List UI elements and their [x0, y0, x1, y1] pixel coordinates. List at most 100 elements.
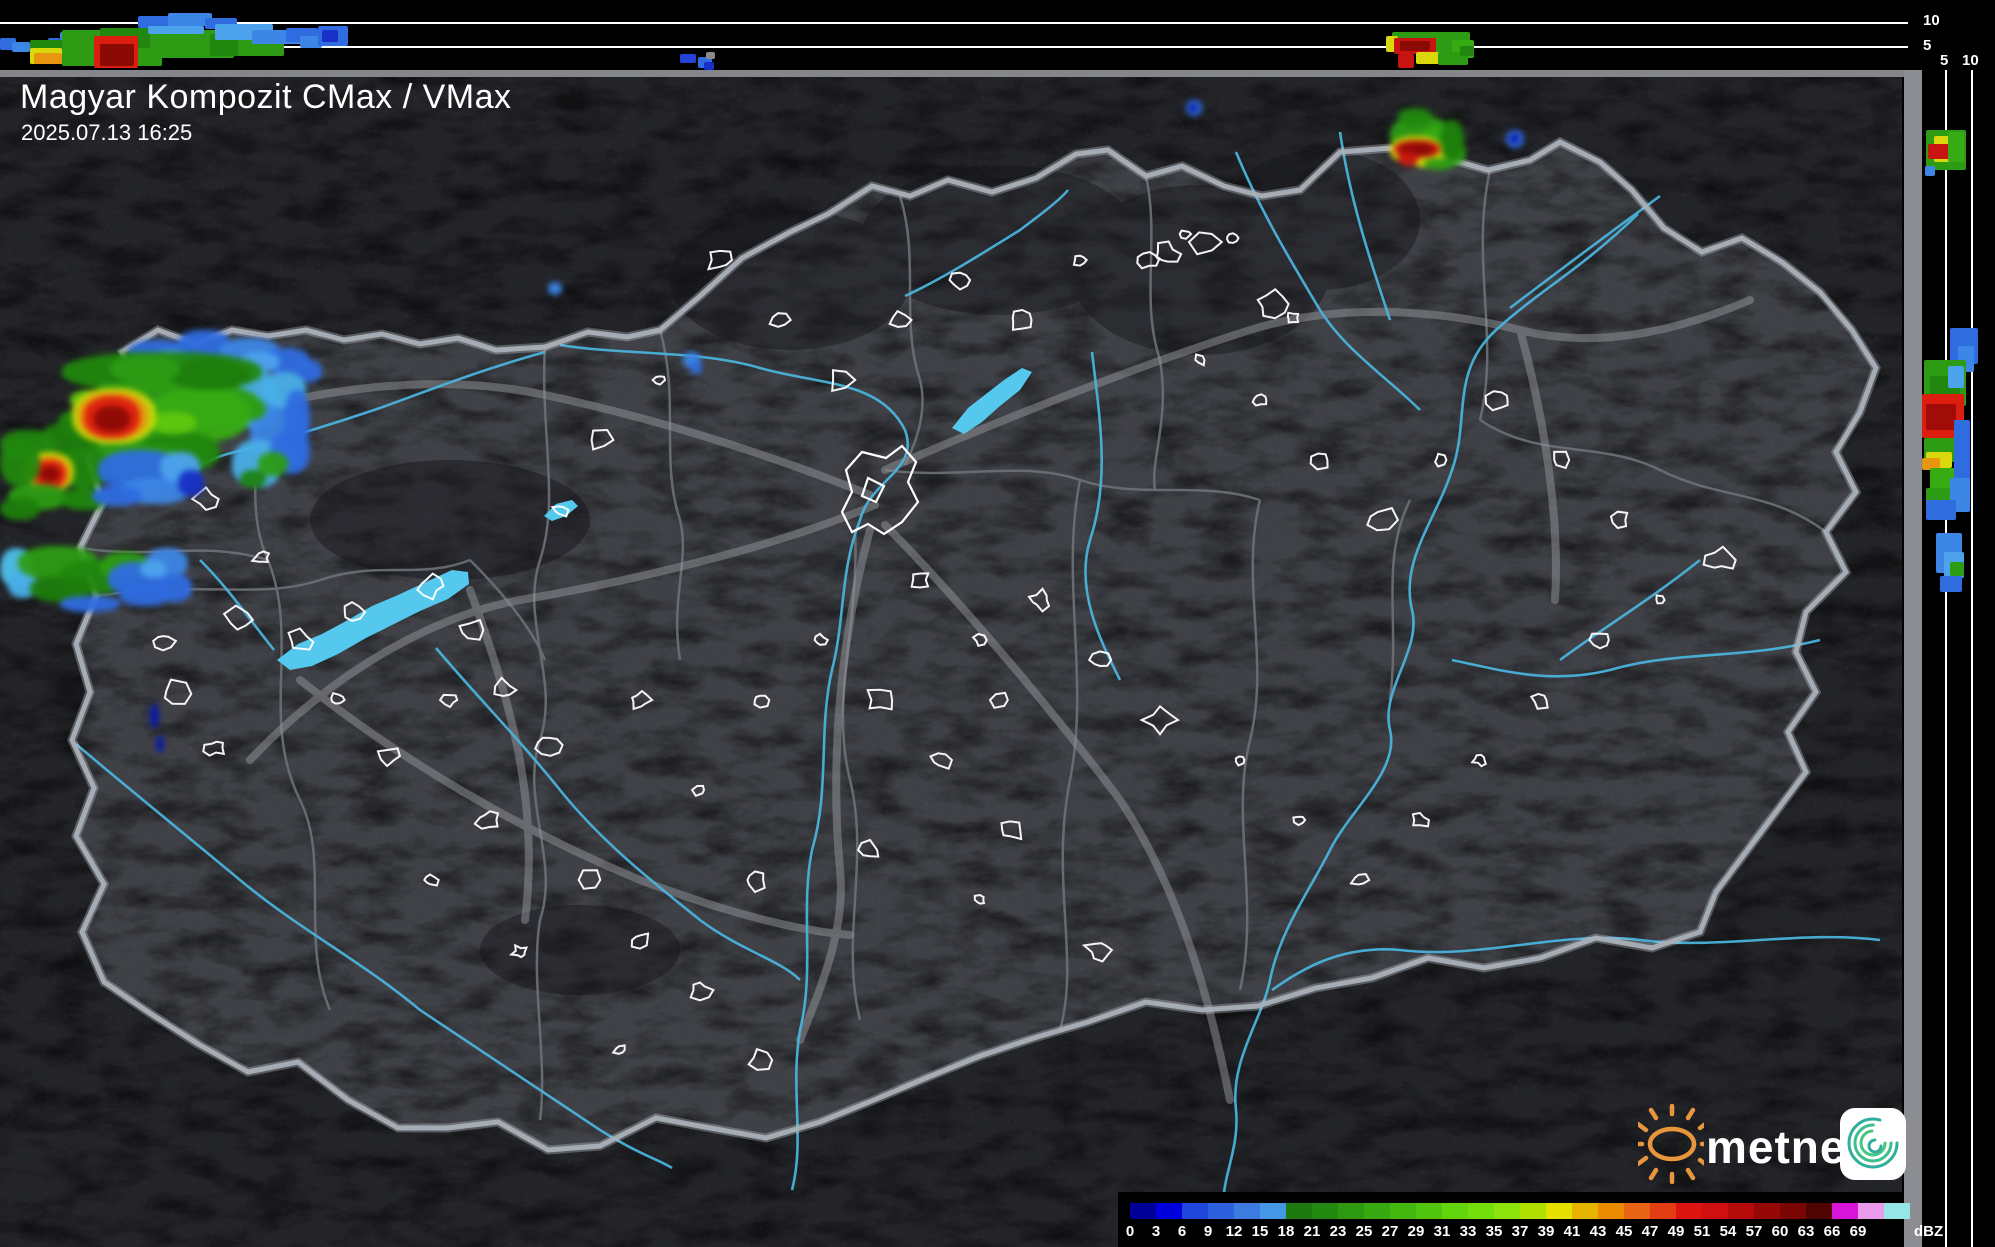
town-outline [163, 678, 193, 705]
legend-label: 43 [1589, 1223, 1607, 1240]
town-outline [1433, 452, 1448, 468]
legend-cell [1312, 1203, 1338, 1219]
town-outline [493, 676, 519, 698]
legend-cell [1494, 1203, 1520, 1219]
sun-icon [1638, 1104, 1704, 1184]
radar-echo [1940, 576, 1962, 592]
radar-echo [1440, 120, 1464, 160]
legend-label: 57 [1745, 1223, 1763, 1240]
town-outline [1000, 820, 1023, 841]
radar-echo [1398, 54, 1414, 68]
budapest-outline [840, 444, 920, 536]
radar-echo [1416, 52, 1444, 64]
radar-echo [170, 360, 250, 390]
legend-cell [1286, 1203, 1312, 1219]
town-outline [438, 693, 459, 709]
town-outline [753, 694, 771, 709]
town-outline [1139, 704, 1180, 736]
top-strip-tick-10: 10 [1923, 12, 1940, 29]
right-strip-tick-10: 10 [1962, 52, 1979, 69]
radar-echo [120, 586, 170, 606]
legend-label: 47 [1641, 1223, 1659, 1240]
radar-echo [300, 36, 322, 48]
spiral-icon [1847, 1117, 1899, 1169]
mountain-shading [310, 150, 1420, 995]
town-outline [988, 691, 1009, 709]
town-outline [690, 784, 706, 798]
metnet-wordmark: metnet [1706, 1121, 1863, 1173]
legend-label: 9 [1203, 1223, 1213, 1240]
town-outline [1529, 692, 1549, 710]
town-outline [416, 572, 445, 601]
legend-cell [1546, 1203, 1572, 1219]
radar-echo [92, 486, 142, 506]
roads [156, 296, 1754, 1104]
legend-cell [1624, 1203, 1650, 1219]
town-outline [1251, 393, 1268, 407]
county-borders [79, 169, 1827, 1121]
town-outline [458, 618, 485, 641]
legend-cell [1676, 1203, 1702, 1219]
legend-label: 45 [1615, 1223, 1633, 1240]
radar-echo [34, 53, 62, 64]
town-outline [1366, 506, 1400, 532]
town-outline [1234, 755, 1246, 767]
radar-echo [168, 13, 212, 26]
town-outline [910, 572, 930, 589]
legend-label: 60 [1771, 1223, 1789, 1240]
legend-cell [1650, 1203, 1676, 1219]
town-outline [1609, 510, 1629, 530]
town-outline [222, 604, 255, 631]
radar-map [0, 70, 1902, 1247]
timestamp: 2025.07.13 16:25 [21, 120, 193, 145]
legend-cell [1520, 1203, 1546, 1219]
town-outline [651, 375, 667, 386]
vertical-cross-section-right [1922, 70, 1995, 1247]
strip-divider-vertical [1904, 70, 1922, 1247]
town-outline [1484, 390, 1509, 412]
legend-cell [1702, 1203, 1728, 1219]
radar-echo [706, 52, 715, 59]
radar-echo [1460, 46, 1474, 56]
right-strip-tick-5: 5 [1940, 52, 1949, 69]
town-outline [250, 550, 271, 563]
town-outline [330, 692, 346, 705]
settlement-outlines [118, 229, 1737, 1071]
town-outline [929, 752, 954, 770]
radar-echo [1954, 420, 1970, 490]
town-outline [888, 309, 913, 329]
map-svg [0, 70, 1902, 1247]
town-outline [1155, 240, 1183, 263]
radar-echo [1948, 366, 1964, 388]
radar-echo [40, 466, 60, 482]
metnet-logo[interactable]: metnet [1638, 1100, 1910, 1190]
town-outline [948, 271, 972, 291]
legend-label: 51 [1693, 1223, 1711, 1240]
altitude-line-10km [0, 22, 1908, 24]
legend-cell [1416, 1203, 1442, 1219]
radar-echo [1922, 458, 1940, 470]
river-tisza [1222, 213, 1639, 1211]
town-outline [630, 932, 650, 950]
legend-label: 66 [1823, 1223, 1841, 1240]
town-outline [1027, 587, 1051, 613]
town-outline [550, 505, 570, 518]
legend-cell [1364, 1203, 1390, 1219]
town-outline [423, 873, 440, 887]
river-danube [559, 343, 909, 1191]
town-outline [1470, 753, 1488, 768]
legend-cell [1156, 1203, 1182, 1219]
vertical-cross-section-top [0, 0, 1908, 70]
town-outline [202, 740, 226, 757]
legend-cell [1858, 1203, 1884, 1219]
legend-cell [1806, 1203, 1832, 1219]
radar-echo [0, 440, 40, 486]
legend-label: 63 [1797, 1223, 1815, 1240]
legend-cell [1234, 1203, 1260, 1219]
lake-balaton [277, 570, 469, 670]
radar-echo [284, 390, 310, 450]
radar-echo [1398, 152, 1418, 166]
page-title: Magyar Kompozit CMax / VMax [20, 78, 512, 116]
town-outline [1081, 942, 1114, 963]
